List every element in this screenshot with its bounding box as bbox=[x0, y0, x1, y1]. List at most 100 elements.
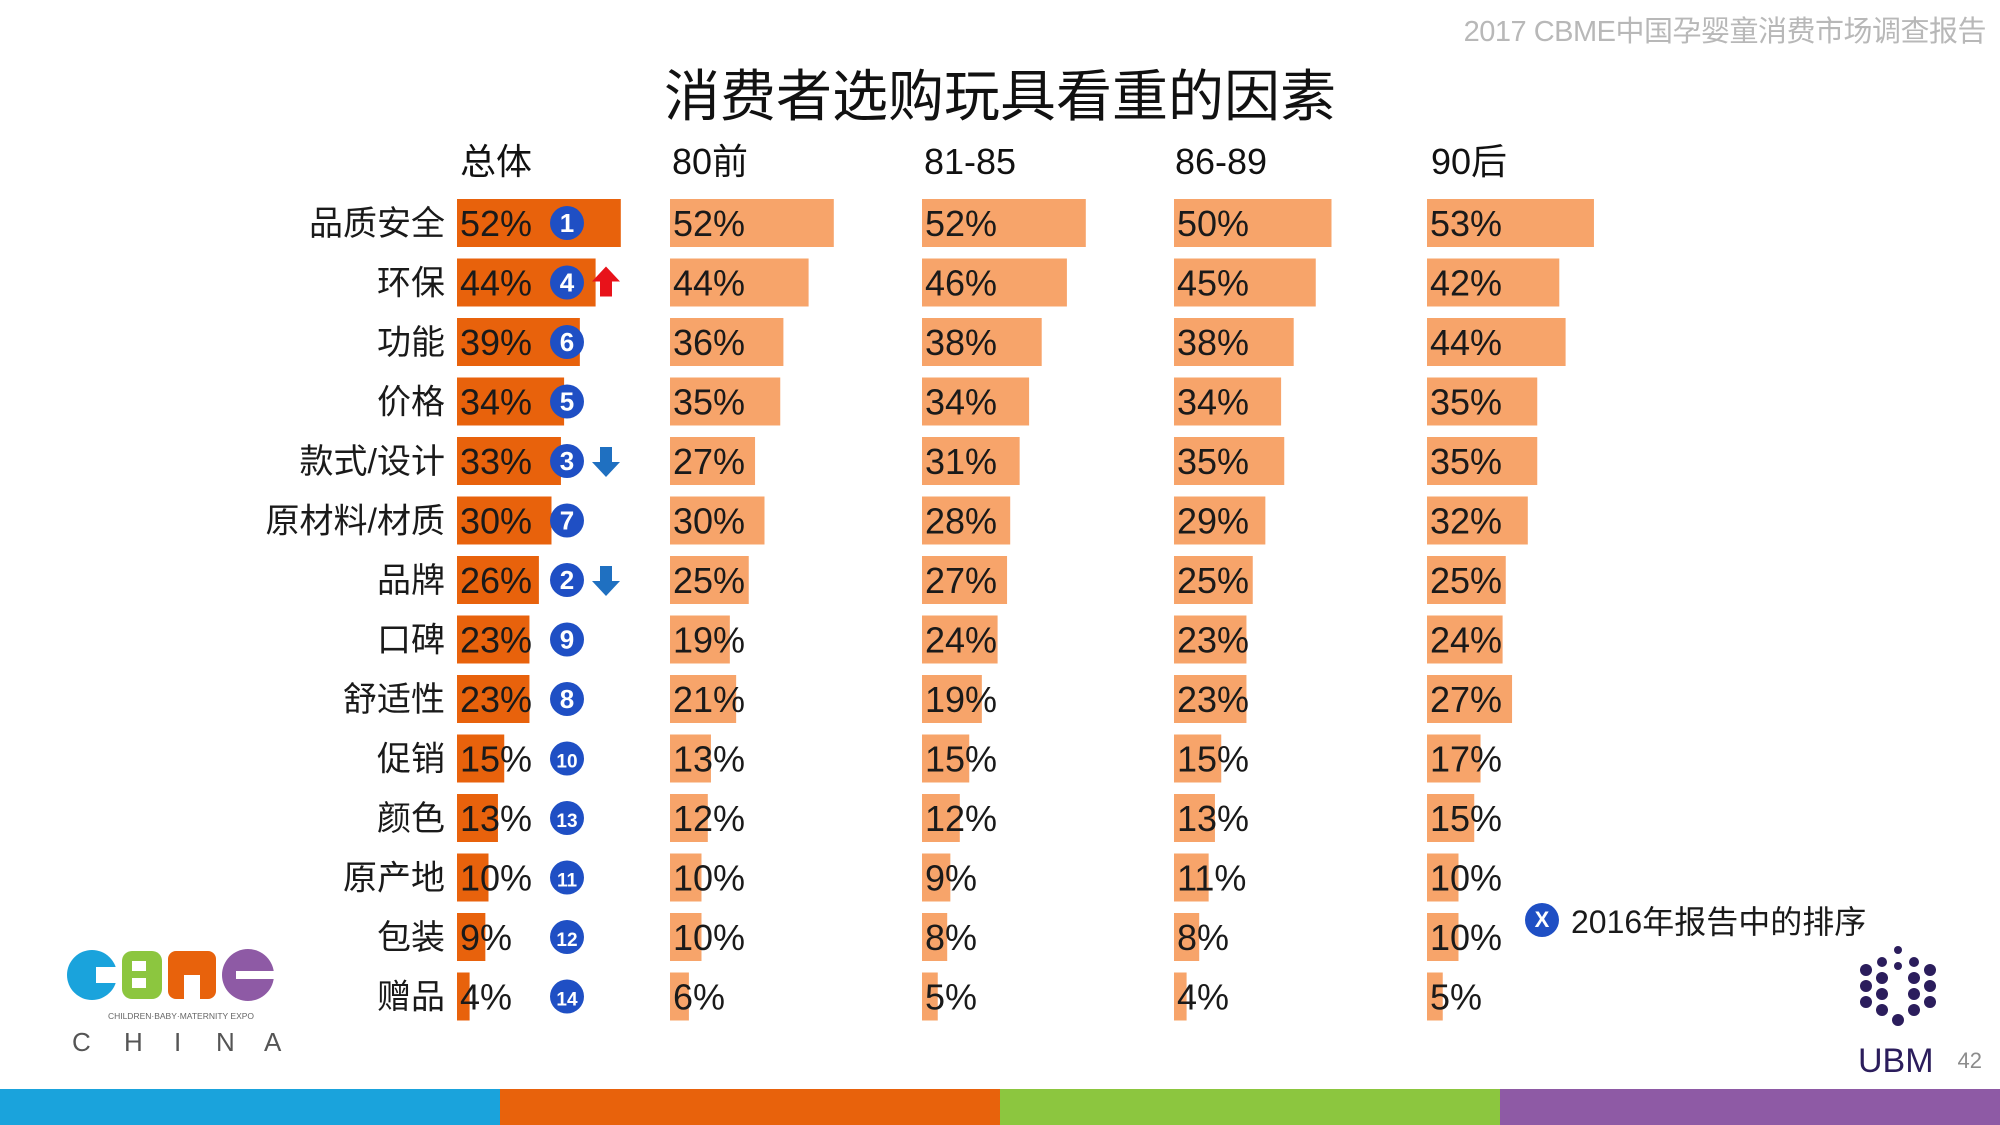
rank-badge-icon bbox=[550, 206, 584, 240]
data-label: 35% bbox=[1177, 441, 1249, 482]
data-label: 38% bbox=[1177, 322, 1249, 363]
total-bar bbox=[457, 615, 530, 664]
ubm-logo-text: UBM bbox=[1858, 1042, 1934, 1080]
data-label: 26% bbox=[460, 560, 532, 601]
group-bar bbox=[922, 913, 948, 961]
data-label: 27% bbox=[673, 441, 745, 482]
group-bar bbox=[670, 913, 702, 961]
group-bar bbox=[670, 318, 784, 366]
data-label: 53% bbox=[1430, 203, 1502, 244]
group-bar bbox=[1427, 615, 1503, 664]
group-bar bbox=[922, 377, 1030, 426]
category-label: 赠品 bbox=[377, 979, 445, 1017]
category-label: 促销 bbox=[377, 741, 445, 779]
group-bar bbox=[1427, 318, 1566, 366]
rank-badge-label: 9 bbox=[560, 625, 574, 655]
rank-down-arrow-icon bbox=[592, 566, 620, 596]
data-label: 23% bbox=[460, 620, 532, 661]
data-label: 10% bbox=[673, 858, 745, 899]
total-bar bbox=[457, 734, 505, 783]
group-bar bbox=[670, 734, 711, 783]
data-label: 23% bbox=[1177, 679, 1249, 720]
data-label: 10% bbox=[673, 917, 745, 958]
data-label: 27% bbox=[925, 560, 997, 601]
data-label: 52% bbox=[673, 203, 745, 244]
data-label: 34% bbox=[460, 382, 532, 423]
group-bar bbox=[1174, 913, 1200, 961]
data-label: 46% bbox=[925, 263, 997, 304]
data-label: 25% bbox=[1430, 560, 1502, 601]
group-bar bbox=[670, 675, 737, 723]
total-bar bbox=[457, 496, 552, 545]
rank-badge-label: 11 bbox=[557, 871, 578, 892]
data-label: 36% bbox=[673, 322, 745, 363]
group-bar bbox=[922, 853, 951, 902]
group-bar bbox=[922, 972, 938, 1021]
series-header: 80前 bbox=[672, 141, 748, 182]
data-label: 19% bbox=[925, 679, 997, 720]
rank-badge-icon bbox=[550, 979, 584, 1014]
group-bar bbox=[1427, 199, 1594, 247]
group-bar bbox=[1427, 496, 1528, 545]
group-bar bbox=[1427, 675, 1513, 723]
category-label: 款式/设计 bbox=[300, 443, 445, 481]
data-label: 23% bbox=[460, 679, 532, 720]
data-label: 25% bbox=[1177, 560, 1249, 601]
group-bar bbox=[670, 377, 781, 426]
group-bar bbox=[1427, 913, 1459, 961]
group-bar bbox=[670, 496, 765, 545]
data-label: 39% bbox=[460, 322, 532, 363]
group-bar bbox=[1427, 734, 1481, 783]
category-label: 品牌 bbox=[377, 562, 445, 600]
category-label: 功能 bbox=[377, 324, 445, 362]
data-label: 12% bbox=[673, 798, 745, 839]
data-label: 5% bbox=[925, 977, 977, 1018]
stripe-segment bbox=[1500, 1089, 2000, 1125]
data-label: 15% bbox=[1177, 739, 1249, 780]
data-label: 45% bbox=[1177, 263, 1249, 304]
total-bar bbox=[457, 199, 621, 247]
data-label: 4% bbox=[460, 977, 512, 1018]
data-label: 15% bbox=[460, 739, 532, 780]
total-bar bbox=[457, 675, 530, 723]
ubm-logo: UBM bbox=[1858, 946, 1936, 1080]
rank-badge-icon bbox=[550, 265, 584, 300]
group-bar bbox=[922, 675, 982, 723]
cbme-logo: CHILDREN·BABY·MATERNITY EXPO C H I N A bbox=[67, 949, 282, 1057]
rank-badge-icon bbox=[550, 503, 584, 538]
total-bar bbox=[457, 913, 486, 961]
group-bar bbox=[1427, 794, 1475, 842]
data-label: 21% bbox=[673, 679, 745, 720]
group-bar bbox=[670, 972, 689, 1021]
group-bar bbox=[922, 734, 970, 783]
rank-badge-label: 14 bbox=[556, 990, 578, 1011]
data-label: 15% bbox=[1430, 798, 1502, 839]
group-bar bbox=[670, 615, 730, 664]
data-label: 13% bbox=[673, 739, 745, 780]
data-label: 52% bbox=[460, 203, 532, 244]
total-bar bbox=[457, 972, 470, 1021]
legend-text: 2016年报告中的排序 bbox=[1571, 904, 1867, 940]
group-bar bbox=[1174, 258, 1316, 307]
group-bar bbox=[1427, 437, 1538, 485]
data-label: 50% bbox=[1177, 203, 1249, 244]
legend-rank-badge-icon: X bbox=[1525, 903, 1559, 937]
group-bar bbox=[1174, 853, 1209, 902]
stripe-segment bbox=[500, 1089, 1000, 1125]
data-label: 15% bbox=[925, 739, 997, 780]
group-bar bbox=[1174, 318, 1294, 366]
group-bar bbox=[922, 496, 1011, 545]
data-label: 31% bbox=[925, 441, 997, 482]
group-bar bbox=[1174, 556, 1253, 604]
group-bar bbox=[1174, 794, 1215, 842]
data-label: 44% bbox=[1430, 322, 1502, 363]
total-bar bbox=[457, 377, 565, 426]
data-label: 27% bbox=[1430, 679, 1502, 720]
rank-badge-icon bbox=[550, 325, 584, 359]
group-bar bbox=[1174, 199, 1332, 247]
data-label: 32% bbox=[1430, 501, 1502, 542]
data-label: 8% bbox=[925, 917, 977, 958]
stripe-segment bbox=[1000, 1089, 1500, 1125]
category-label: 环保 bbox=[377, 265, 445, 303]
group-bar bbox=[670, 794, 708, 842]
